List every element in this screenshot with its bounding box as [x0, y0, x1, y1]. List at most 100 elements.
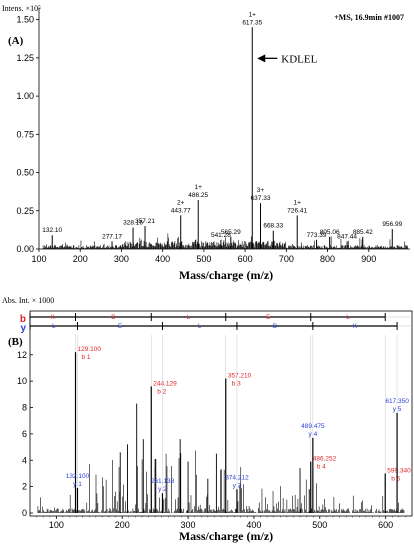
a-xtick-label: 200 — [73, 254, 88, 264]
a-xtick-label: 300 — [114, 254, 129, 264]
a-peak-charge-label: 1+ — [195, 184, 203, 191]
b-ion-name-label: b 4 — [317, 464, 326, 471]
b-residue: L — [187, 315, 191, 321]
b-xtick-label: 300 — [181, 520, 196, 530]
b-xtick-label: 600 — [378, 520, 393, 530]
arrow-head — [257, 54, 266, 63]
y-residue: L — [198, 324, 202, 330]
b-ion-mz-label: 357.210 — [228, 373, 252, 380]
a-xtick-label: 600 — [238, 254, 253, 264]
b-xtick-label: 100 — [49, 520, 64, 530]
a-ytick-label: 0.75 — [16, 129, 34, 139]
a-peak-mz-label: 328.16 — [123, 220, 143, 227]
b-ion-mz-label: 599.340 — [387, 467, 411, 474]
y-residue: L — [52, 324, 56, 330]
y-ion-mz-label: 489.475 — [301, 423, 325, 430]
a-peak-mz-label: 357.21 — [135, 218, 155, 225]
panel-a-x-title: Mass/charge (m/z) — [179, 268, 273, 282]
y-ion-name-label: y 4 — [309, 431, 318, 438]
panel-a-noise — [42, 233, 408, 249]
b-ion-name-label: b 1 — [82, 354, 91, 361]
a-ytick-label: 1.50 — [16, 15, 34, 25]
a-ytick-label: 0.50 — [16, 168, 34, 178]
a-ytick-label: 0.00 — [16, 244, 34, 254]
panel-b: Abs. Int. × 1000 (B) b y K D L E L L E L D K 0 2 4 6… — [2, 296, 413, 543]
panel-b-x-ticks: 100 200 300 400 500 600 — [36, 516, 406, 530]
b-residue: E — [266, 315, 270, 321]
a-peak-mz-label: 443.77 — [171, 207, 191, 214]
a-peak-mz-label: 617.35 — [242, 19, 262, 26]
sequence-ladder: K D L E L L E L D K — [29, 313, 410, 330]
b-ytick-label: 8 — [22, 403, 27, 413]
b-ytick-label: 10 — [17, 376, 27, 386]
a-ytick-label: 1.25 — [16, 53, 34, 63]
a-peak-mz-label: 847.44 — [337, 233, 357, 240]
a-peak-charge-label: 2+ — [177, 199, 185, 206]
a-peak-mz-label: 805.06 — [320, 229, 340, 236]
panel-b-label: (B) — [8, 336, 23, 348]
b-ytick-label: 0 — [22, 508, 27, 518]
a-peak-mz-label: 773.39 — [307, 232, 327, 239]
b-xtick-label: 400 — [246, 520, 261, 530]
a-peak-mz-label: 541.28 — [211, 232, 231, 239]
b-ytick-label: 4 — [22, 455, 27, 465]
b-residue: D — [111, 315, 116, 321]
panel-a-label: (A) — [8, 35, 24, 47]
y-residue: D — [273, 324, 278, 330]
ms-info: +MS, 16.9min #1007 — [334, 13, 404, 22]
a-peak-mz-label: 726.41 — [287, 207, 307, 214]
panel-a: Intens. ×10⁵ (A) +MS, 16.9min #1007 0.00… — [2, 4, 410, 282]
y-ion-mz-label: 132.100 — [66, 473, 90, 480]
y-ion-mz-label: 261.138 — [151, 478, 175, 485]
b-ytick-label: 12 — [17, 350, 27, 360]
y-ion-name-label: y 3 — [233, 482, 242, 489]
a-xtick-label: 500 — [196, 254, 211, 264]
a-peak-mz-label: 277.17 — [102, 233, 122, 240]
a-xtick-label: 100 — [31, 254, 46, 264]
y-residue: K — [353, 324, 357, 330]
panel-a-y-ticks: 0.00 0.25 0.50 0.75 1.00 1.25 1.50 — [16, 15, 39, 254]
y-ion-name-label: y 5 — [393, 406, 402, 413]
b-residue: K — [51, 315, 55, 321]
a-peak-mz-label: 637.33 — [251, 195, 271, 202]
panel-b-noise — [37, 403, 405, 513]
b-xtick-label: 200 — [115, 520, 130, 530]
a-peak-mz-label: 486.25 — [188, 192, 208, 199]
a-xtick-label: 700 — [279, 254, 294, 264]
panel-a-x-ticks: 100 200 300 400 500 600 700 800 900 — [31, 249, 376, 264]
panel-b-frame — [29, 310, 413, 517]
b-ion-mz-label: 129.100 — [78, 346, 102, 353]
a-peak-charge-label: 3+ — [257, 187, 265, 194]
a-peak-charge-label: 1+ — [294, 199, 302, 206]
panel-b-y-ticks: 0 2 4 6 8 10 12 — [17, 350, 33, 518]
b-series-label: b — [20, 314, 26, 325]
a-xtick-label: 900 — [361, 254, 376, 264]
y-ion-mz-label: 617.350 — [385, 398, 409, 405]
a-peak-mz-label: 132.10 — [42, 227, 62, 234]
b-ytick-label: 2 — [22, 482, 27, 492]
y-residue: E — [118, 324, 122, 330]
arrow-label: KDLEL — [281, 53, 317, 65]
panel-a-y-title: Intens. ×10⁵ — [2, 4, 41, 13]
a-ytick-label: 0.25 — [16, 206, 34, 216]
a-xtick-label: 800 — [320, 254, 335, 264]
b-xtick-label: 500 — [312, 520, 327, 530]
a-peak-mz-label: 668.33 — [263, 223, 283, 230]
y-ion-mz-label: 374.212 — [225, 474, 249, 481]
b-residue: L — [346, 315, 350, 321]
b-ion-mz-label: 486.252 — [313, 456, 337, 463]
panel-a-peaks: 132.10277.17328.16357.21443.772+486.251+… — [42, 11, 403, 249]
panel-b-x-title: Mass/charge (m/z) — [179, 529, 273, 543]
b-ion-mz-label: 244.129 — [153, 380, 177, 387]
a-peak-mz-label: 565.29 — [221, 229, 241, 236]
y-ion-name-label: y 2 — [158, 486, 167, 493]
b-ytick-label: 6 — [22, 429, 27, 439]
panel-b-y-title: Abs. Int. × 1000 — [2, 296, 54, 305]
kdlel-arrow: KDLEL — [257, 53, 318, 65]
b-ion-name-label: b 2 — [157, 388, 166, 395]
a-peak-mz-label: 956.99 — [382, 221, 402, 228]
y-series-label: y — [20, 323, 26, 334]
b-ion-name-label: b 3 — [232, 381, 241, 388]
